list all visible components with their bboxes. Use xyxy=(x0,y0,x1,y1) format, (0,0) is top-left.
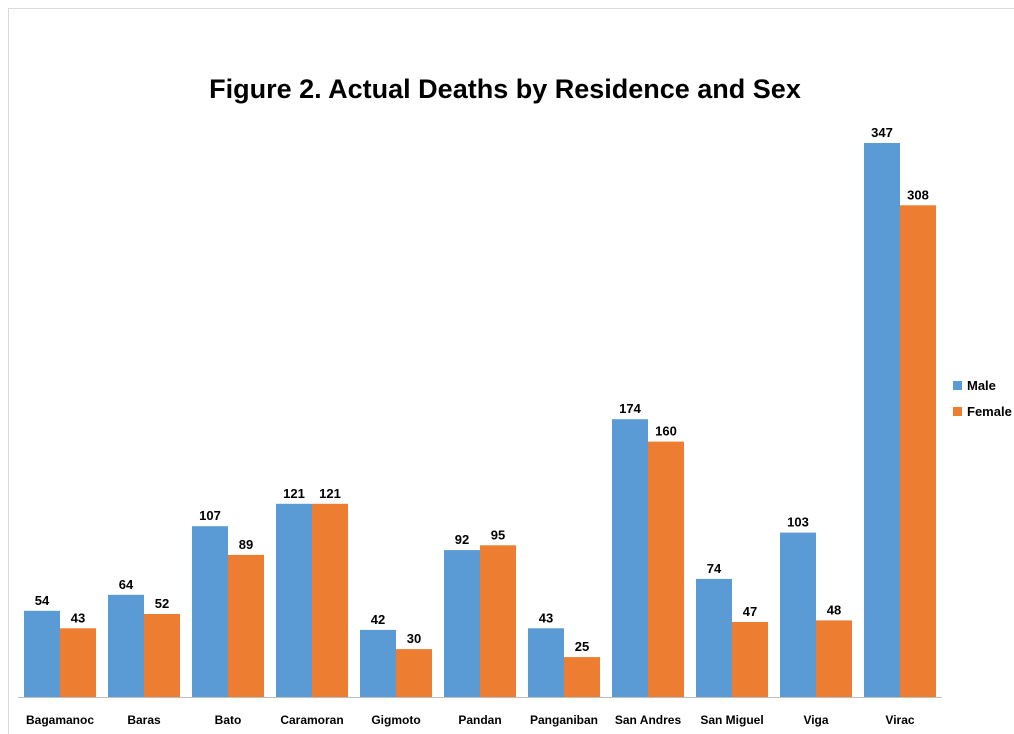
data-label-female-san-miguel: 47 xyxy=(743,604,757,619)
bar-female-baras xyxy=(144,614,180,697)
legend-swatch-male xyxy=(953,380,962,390)
legend-label-male: Male xyxy=(967,377,996,393)
x-tick-label-caramoran: Caramoran xyxy=(280,713,343,727)
x-tick-label-virac: Virac xyxy=(885,713,914,727)
x-tick-label-baras: Baras xyxy=(127,713,161,727)
chart-title: Figure 2. Actual Deaths by Residence and… xyxy=(209,74,801,104)
x-tick-label-viga: Viga xyxy=(803,713,828,727)
data-label-male-san-andres: 174 xyxy=(619,401,641,416)
x-tick-label-bato: Bato xyxy=(215,713,242,727)
x-tick-label-gigmoto: Gigmoto xyxy=(371,713,420,727)
data-label-male-viga: 103 xyxy=(787,515,809,530)
data-label-male-san-miguel: 74 xyxy=(707,561,722,576)
legend: Male Female xyxy=(953,372,1012,424)
data-label-female-bagamanoc: 43 xyxy=(71,610,85,625)
data-label-male-bato: 107 xyxy=(199,508,221,523)
bar-male-panganiban xyxy=(528,628,564,697)
bar-male-gigmoto xyxy=(360,629,396,697)
bar-male-pandan xyxy=(444,550,480,697)
x-tick-label-bagamanoc: Bagamanoc xyxy=(26,713,94,727)
data-label-male-caramoran: 121 xyxy=(283,486,305,501)
bar-female-san-miguel xyxy=(732,622,768,697)
legend-item-female: Female xyxy=(953,398,1012,424)
data-label-male-bagamanoc: 54 xyxy=(35,593,50,608)
data-label-female-caramoran: 121 xyxy=(319,486,341,501)
bar-female-pandan xyxy=(480,545,516,697)
bar-female-bato xyxy=(228,554,264,697)
legend-label-female: Female xyxy=(967,403,1012,419)
bar-male-baras xyxy=(108,594,144,697)
legend-swatch-female xyxy=(953,406,962,416)
bar-male-bagamanoc xyxy=(24,610,60,697)
x-tick-label-panganiban: Panganiban xyxy=(530,713,598,727)
bar-female-viga xyxy=(816,620,852,697)
data-label-female-virac: 308 xyxy=(907,187,929,202)
data-label-female-panganiban: 25 xyxy=(575,639,589,654)
data-label-male-virac: 347 xyxy=(871,125,893,140)
data-label-male-panganiban: 43 xyxy=(539,610,553,625)
data-label-female-san-andres: 160 xyxy=(655,424,677,439)
bar-female-caramoran xyxy=(312,503,348,697)
data-label-female-gigmoto: 30 xyxy=(407,631,421,646)
chart-frame xyxy=(8,8,1014,734)
x-tick-label-san-miguel: San Miguel xyxy=(700,713,763,727)
bar-male-virac xyxy=(864,143,900,697)
bar-female-virac xyxy=(900,205,936,698)
data-label-female-bato: 89 xyxy=(239,537,253,552)
data-label-male-pandan: 92 xyxy=(455,532,469,547)
bar-male-caramoran xyxy=(276,503,312,697)
bar-female-panganiban xyxy=(564,657,600,697)
legend-item-male: Male xyxy=(953,372,1012,398)
bar-male-san-miguel xyxy=(696,578,732,697)
data-label-male-baras: 64 xyxy=(119,577,134,592)
data-label-female-pandan: 95 xyxy=(491,527,505,542)
data-label-female-baras: 52 xyxy=(155,596,169,611)
bar-male-bato xyxy=(192,526,228,697)
x-tick-label-pandan: Pandan xyxy=(458,713,501,727)
bar-female-san-andres xyxy=(648,441,684,697)
bar-female-gigmoto xyxy=(396,649,432,697)
data-label-female-viga: 48 xyxy=(827,602,841,617)
data-label-male-gigmoto: 42 xyxy=(371,612,385,627)
x-tick-label-san-andres: San Andres xyxy=(615,713,682,727)
bar-female-bagamanoc xyxy=(60,628,96,697)
bar-male-viga xyxy=(780,532,816,697)
bar-male-san-andres xyxy=(612,419,648,697)
